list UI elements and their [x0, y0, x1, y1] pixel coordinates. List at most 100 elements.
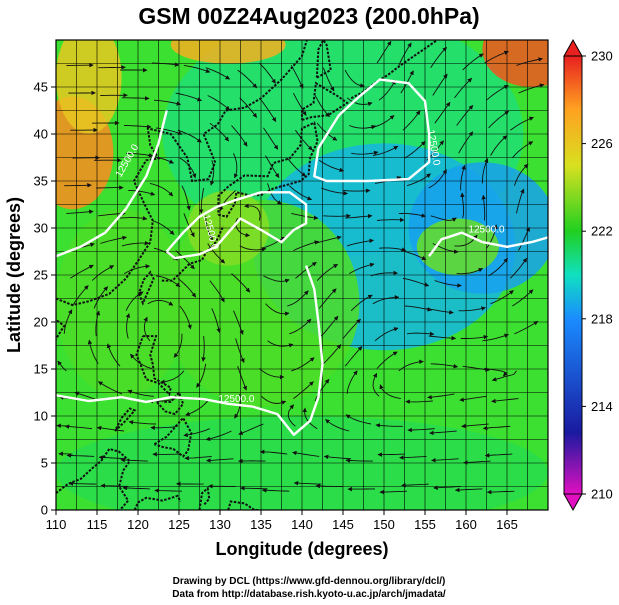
streamline: [259, 62, 276, 84]
streamline: [302, 407, 318, 430]
colorbar-top-arrow: [563, 38, 583, 57]
streamline: [263, 127, 279, 150]
streamline: [149, 182, 174, 197]
streamline: [219, 190, 236, 212]
streamline: [153, 99, 182, 106]
colorbar-tick-label: 230: [591, 49, 613, 64]
streamline: [175, 92, 202, 102]
coastline-ryukyu: [161, 225, 225, 282]
streamline: [314, 235, 342, 244]
x-tick-label: 125: [168, 517, 190, 532]
streamline: [454, 487, 483, 493]
coastline-palawan: [114, 407, 137, 432]
y-tick-label: 15: [34, 362, 48, 377]
coastline-kyushu-honshu: [217, 121, 319, 218]
credit-data: Data from http://database.rish.kyoto-u.a…: [172, 589, 446, 600]
colorbar: 210 214 218 222 226 230: [563, 38, 613, 512]
streamline: [261, 99, 277, 122]
streamline: [321, 187, 348, 196]
streamline: [320, 315, 339, 337]
streamline: [398, 359, 424, 372]
streamline: [127, 389, 155, 397]
y-tick-label: 10: [34, 409, 48, 424]
streamline: [155, 127, 183, 136]
streamline: [211, 308, 221, 334]
streamline: [375, 423, 403, 428]
x-tick-label: 160: [455, 517, 477, 532]
y-tick-label: 30: [34, 221, 48, 236]
colorbar-ticks: 210 214 218 222 226 230: [582, 49, 613, 502]
streamline: [514, 320, 539, 335]
streamline: [201, 336, 206, 362]
streamline: [95, 310, 101, 337]
streamline: [66, 209, 94, 214]
streamline: [406, 173, 431, 187]
streamline: [68, 481, 97, 486]
y-axis-title: Latitude (degrees): [4, 197, 24, 353]
streamline: [289, 185, 313, 201]
streamline: [233, 310, 244, 335]
streamline: [205, 215, 213, 241]
streamline: [287, 290, 309, 307]
streamline: [344, 69, 365, 88]
contour-12500-east: [428, 231, 548, 257]
contour-label: 12500.0: [218, 394, 255, 405]
streamline: [235, 338, 245, 364]
x-tick-label: 115: [87, 517, 108, 532]
streamline: [96, 425, 125, 432]
contour-12500-north-loop: [313, 78, 431, 183]
x-tick-label: 165: [496, 517, 518, 532]
streamline: [154, 488, 182, 493]
credit-drawing: Drawing by DCL (https://www.gfd-dennou.o…: [173, 576, 446, 587]
streamline: [265, 303, 290, 316]
streamline: [290, 65, 304, 89]
streamline: [93, 286, 109, 309]
streamline: [513, 163, 529, 186]
streamline: [239, 97, 258, 118]
streamline: [98, 381, 123, 395]
streamline: [244, 203, 261, 221]
streamline: [481, 158, 489, 184]
streamline: [399, 455, 427, 460]
streamline: [433, 485, 461, 490]
streamline: [207, 243, 226, 264]
streamline: [207, 95, 231, 111]
streamline: [345, 414, 371, 425]
streamline: [261, 488, 290, 493]
streamline: [286, 157, 307, 177]
streamline: [183, 213, 195, 238]
streamline: [346, 97, 373, 107]
streamline: [376, 217, 405, 223]
x-tick-label: 110: [46, 517, 67, 532]
streamline: [196, 363, 207, 388]
streamline: [70, 264, 94, 279]
streamline: [402, 110, 421, 131]
y-axis: 0 5 10 15 20 25 30 35 40 45: [34, 80, 56, 518]
streamline: [209, 280, 225, 303]
streamline: [150, 425, 178, 431]
streamline: [179, 305, 192, 330]
streamline: [130, 353, 153, 369]
streamline: [106, 343, 121, 367]
streamline: [198, 187, 205, 214]
streamline: [398, 42, 412, 66]
x-tick-label: 150: [373, 517, 395, 532]
streamline: [125, 291, 144, 311]
streamline: [404, 140, 426, 159]
streamline: [128, 420, 157, 425]
streamline: [374, 327, 399, 342]
streamline: [314, 378, 330, 402]
streamline: [428, 335, 457, 341]
streamline: [427, 393, 455, 400]
streamline: [512, 289, 534, 307]
streamline: [315, 483, 344, 489]
streamline: [372, 145, 399, 157]
streamline: [238, 423, 264, 435]
streamline: [261, 236, 286, 249]
streamline: [430, 215, 457, 222]
streamline: [456, 267, 484, 275]
streamline: [486, 224, 498, 249]
streamline: [239, 245, 267, 252]
streamline: [63, 309, 73, 334]
